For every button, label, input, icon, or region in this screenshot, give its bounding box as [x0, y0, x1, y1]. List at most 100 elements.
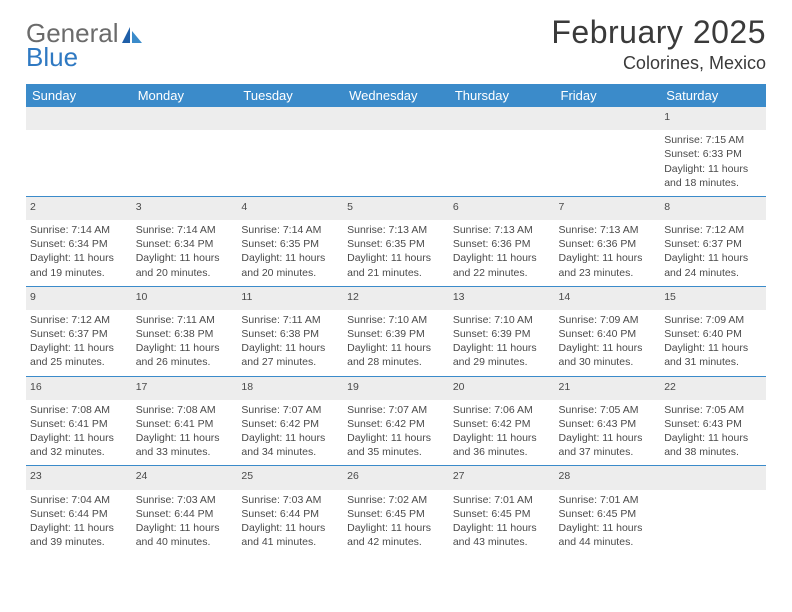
day-number: 2	[26, 196, 132, 220]
daylight-text: Daylight: 11 hours and 34 minutes.	[241, 431, 339, 459]
sunset-text: Sunset: 6:45 PM	[347, 507, 445, 521]
sunset-text: Sunset: 6:44 PM	[241, 507, 339, 521]
day-number	[660, 466, 766, 490]
sunset-text: Sunset: 6:35 PM	[347, 237, 445, 251]
weekday-header: Wednesday	[343, 84, 449, 107]
daylight-text: Daylight: 11 hours and 20 minutes.	[136, 251, 234, 279]
sunset-text: Sunset: 6:38 PM	[241, 327, 339, 341]
daylight-text: Daylight: 11 hours and 28 minutes.	[347, 341, 445, 369]
day-cell: Sunrise: 7:07 AMSunset: 6:42 PMDaylight:…	[343, 400, 449, 466]
sunset-text: Sunset: 6:39 PM	[453, 327, 551, 341]
day-cell: Sunrise: 7:14 AMSunset: 6:34 PMDaylight:…	[26, 220, 132, 286]
day-cell: Sunrise: 7:03 AMSunset: 6:44 PMDaylight:…	[132, 490, 238, 556]
daylight-text: Daylight: 11 hours and 39 minutes.	[30, 521, 128, 549]
daynum-row: 1	[26, 107, 766, 130]
day-cell	[660, 490, 766, 556]
day-number: 11	[237, 286, 343, 310]
day-cell	[237, 130, 343, 196]
day-number: 8	[660, 196, 766, 220]
daylight-text: Daylight: 11 hours and 32 minutes.	[30, 431, 128, 459]
day-number: 21	[555, 376, 661, 400]
day-cell: Sunrise: 7:15 AMSunset: 6:33 PMDaylight:…	[660, 130, 766, 196]
sunset-text: Sunset: 6:44 PM	[30, 507, 128, 521]
day-number: 17	[132, 376, 238, 400]
day-number: 27	[449, 466, 555, 490]
day-number: 18	[237, 376, 343, 400]
day-number: 20	[449, 376, 555, 400]
daylight-text: Daylight: 11 hours and 20 minutes.	[241, 251, 339, 279]
day-number: 14	[555, 286, 661, 310]
day-number: 10	[132, 286, 238, 310]
sunset-text: Sunset: 6:42 PM	[347, 417, 445, 431]
daylight-text: Daylight: 11 hours and 27 minutes.	[241, 341, 339, 369]
sunrise-text: Sunrise: 7:10 AM	[347, 313, 445, 327]
day-number	[237, 107, 343, 130]
day-info-row: Sunrise: 7:04 AMSunset: 6:44 PMDaylight:…	[26, 490, 766, 556]
sunset-text: Sunset: 6:34 PM	[30, 237, 128, 251]
sunset-text: Sunset: 6:42 PM	[453, 417, 551, 431]
logo: General Blue	[26, 14, 143, 70]
daylight-text: Daylight: 11 hours and 21 minutes.	[347, 251, 445, 279]
sunrise-text: Sunrise: 7:14 AM	[241, 223, 339, 237]
sunrise-text: Sunrise: 7:13 AM	[347, 223, 445, 237]
day-number: 22	[660, 376, 766, 400]
sunset-text: Sunset: 6:45 PM	[559, 507, 657, 521]
sunset-text: Sunset: 6:34 PM	[136, 237, 234, 251]
day-info-row: Sunrise: 7:15 AMSunset: 6:33 PMDaylight:…	[26, 130, 766, 196]
day-number: 19	[343, 376, 449, 400]
day-info-row: Sunrise: 7:08 AMSunset: 6:41 PMDaylight:…	[26, 400, 766, 466]
sunset-text: Sunset: 6:43 PM	[664, 417, 762, 431]
day-cell: Sunrise: 7:12 AMSunset: 6:37 PMDaylight:…	[26, 310, 132, 376]
sunset-text: Sunset: 6:40 PM	[664, 327, 762, 341]
day-cell: Sunrise: 7:11 AMSunset: 6:38 PMDaylight:…	[237, 310, 343, 376]
daylight-text: Daylight: 11 hours and 42 minutes.	[347, 521, 445, 549]
sunrise-text: Sunrise: 7:09 AM	[559, 313, 657, 327]
daylight-text: Daylight: 11 hours and 43 minutes.	[453, 521, 551, 549]
sunrise-text: Sunrise: 7:05 AM	[559, 403, 657, 417]
sunrise-text: Sunrise: 7:13 AM	[559, 223, 657, 237]
sunset-text: Sunset: 6:38 PM	[136, 327, 234, 341]
day-number: 13	[449, 286, 555, 310]
day-cell: Sunrise: 7:13 AMSunset: 6:35 PMDaylight:…	[343, 220, 449, 286]
day-number: 23	[26, 466, 132, 490]
day-cell	[343, 130, 449, 196]
daylight-text: Daylight: 11 hours and 37 minutes.	[559, 431, 657, 459]
day-number	[555, 107, 661, 130]
sunset-text: Sunset: 6:37 PM	[30, 327, 128, 341]
day-cell: Sunrise: 7:05 AMSunset: 6:43 PMDaylight:…	[660, 400, 766, 466]
sunrise-text: Sunrise: 7:11 AM	[136, 313, 234, 327]
sunrise-text: Sunrise: 7:04 AM	[30, 493, 128, 507]
day-cell: Sunrise: 7:01 AMSunset: 6:45 PMDaylight:…	[555, 490, 661, 556]
day-cell: Sunrise: 7:13 AMSunset: 6:36 PMDaylight:…	[449, 220, 555, 286]
weekday-header: Thursday	[449, 84, 555, 107]
calendar-table: Sunday Monday Tuesday Wednesday Thursday…	[26, 84, 766, 555]
day-number: 16	[26, 376, 132, 400]
day-cell: Sunrise: 7:02 AMSunset: 6:45 PMDaylight:…	[343, 490, 449, 556]
daynum-row: 2345678	[26, 196, 766, 220]
sunrise-text: Sunrise: 7:07 AM	[347, 403, 445, 417]
day-cell: Sunrise: 7:06 AMSunset: 6:42 PMDaylight:…	[449, 400, 555, 466]
sunrise-text: Sunrise: 7:13 AM	[453, 223, 551, 237]
day-info-row: Sunrise: 7:14 AMSunset: 6:34 PMDaylight:…	[26, 220, 766, 286]
day-cell	[555, 130, 661, 196]
sunset-text: Sunset: 6:39 PM	[347, 327, 445, 341]
weekday-header: Tuesday	[237, 84, 343, 107]
sunset-text: Sunset: 6:43 PM	[559, 417, 657, 431]
day-cell: Sunrise: 7:08 AMSunset: 6:41 PMDaylight:…	[26, 400, 132, 466]
daylight-text: Daylight: 11 hours and 41 minutes.	[241, 521, 339, 549]
daylight-text: Daylight: 11 hours and 25 minutes.	[30, 341, 128, 369]
weekday-header: Monday	[132, 84, 238, 107]
sunrise-text: Sunrise: 7:14 AM	[30, 223, 128, 237]
sunrise-text: Sunrise: 7:12 AM	[30, 313, 128, 327]
weekday-header-row: Sunday Monday Tuesday Wednesday Thursday…	[26, 84, 766, 107]
day-number: 25	[237, 466, 343, 490]
sunset-text: Sunset: 6:40 PM	[559, 327, 657, 341]
daylight-text: Daylight: 11 hours and 33 minutes.	[136, 431, 234, 459]
daylight-text: Daylight: 11 hours and 44 minutes.	[559, 521, 657, 549]
day-number: 28	[555, 466, 661, 490]
sunrise-text: Sunrise: 7:03 AM	[136, 493, 234, 507]
sunset-text: Sunset: 6:36 PM	[559, 237, 657, 251]
day-number: 3	[132, 196, 238, 220]
weekday-header: Friday	[555, 84, 661, 107]
daylight-text: Daylight: 11 hours and 29 minutes.	[453, 341, 551, 369]
